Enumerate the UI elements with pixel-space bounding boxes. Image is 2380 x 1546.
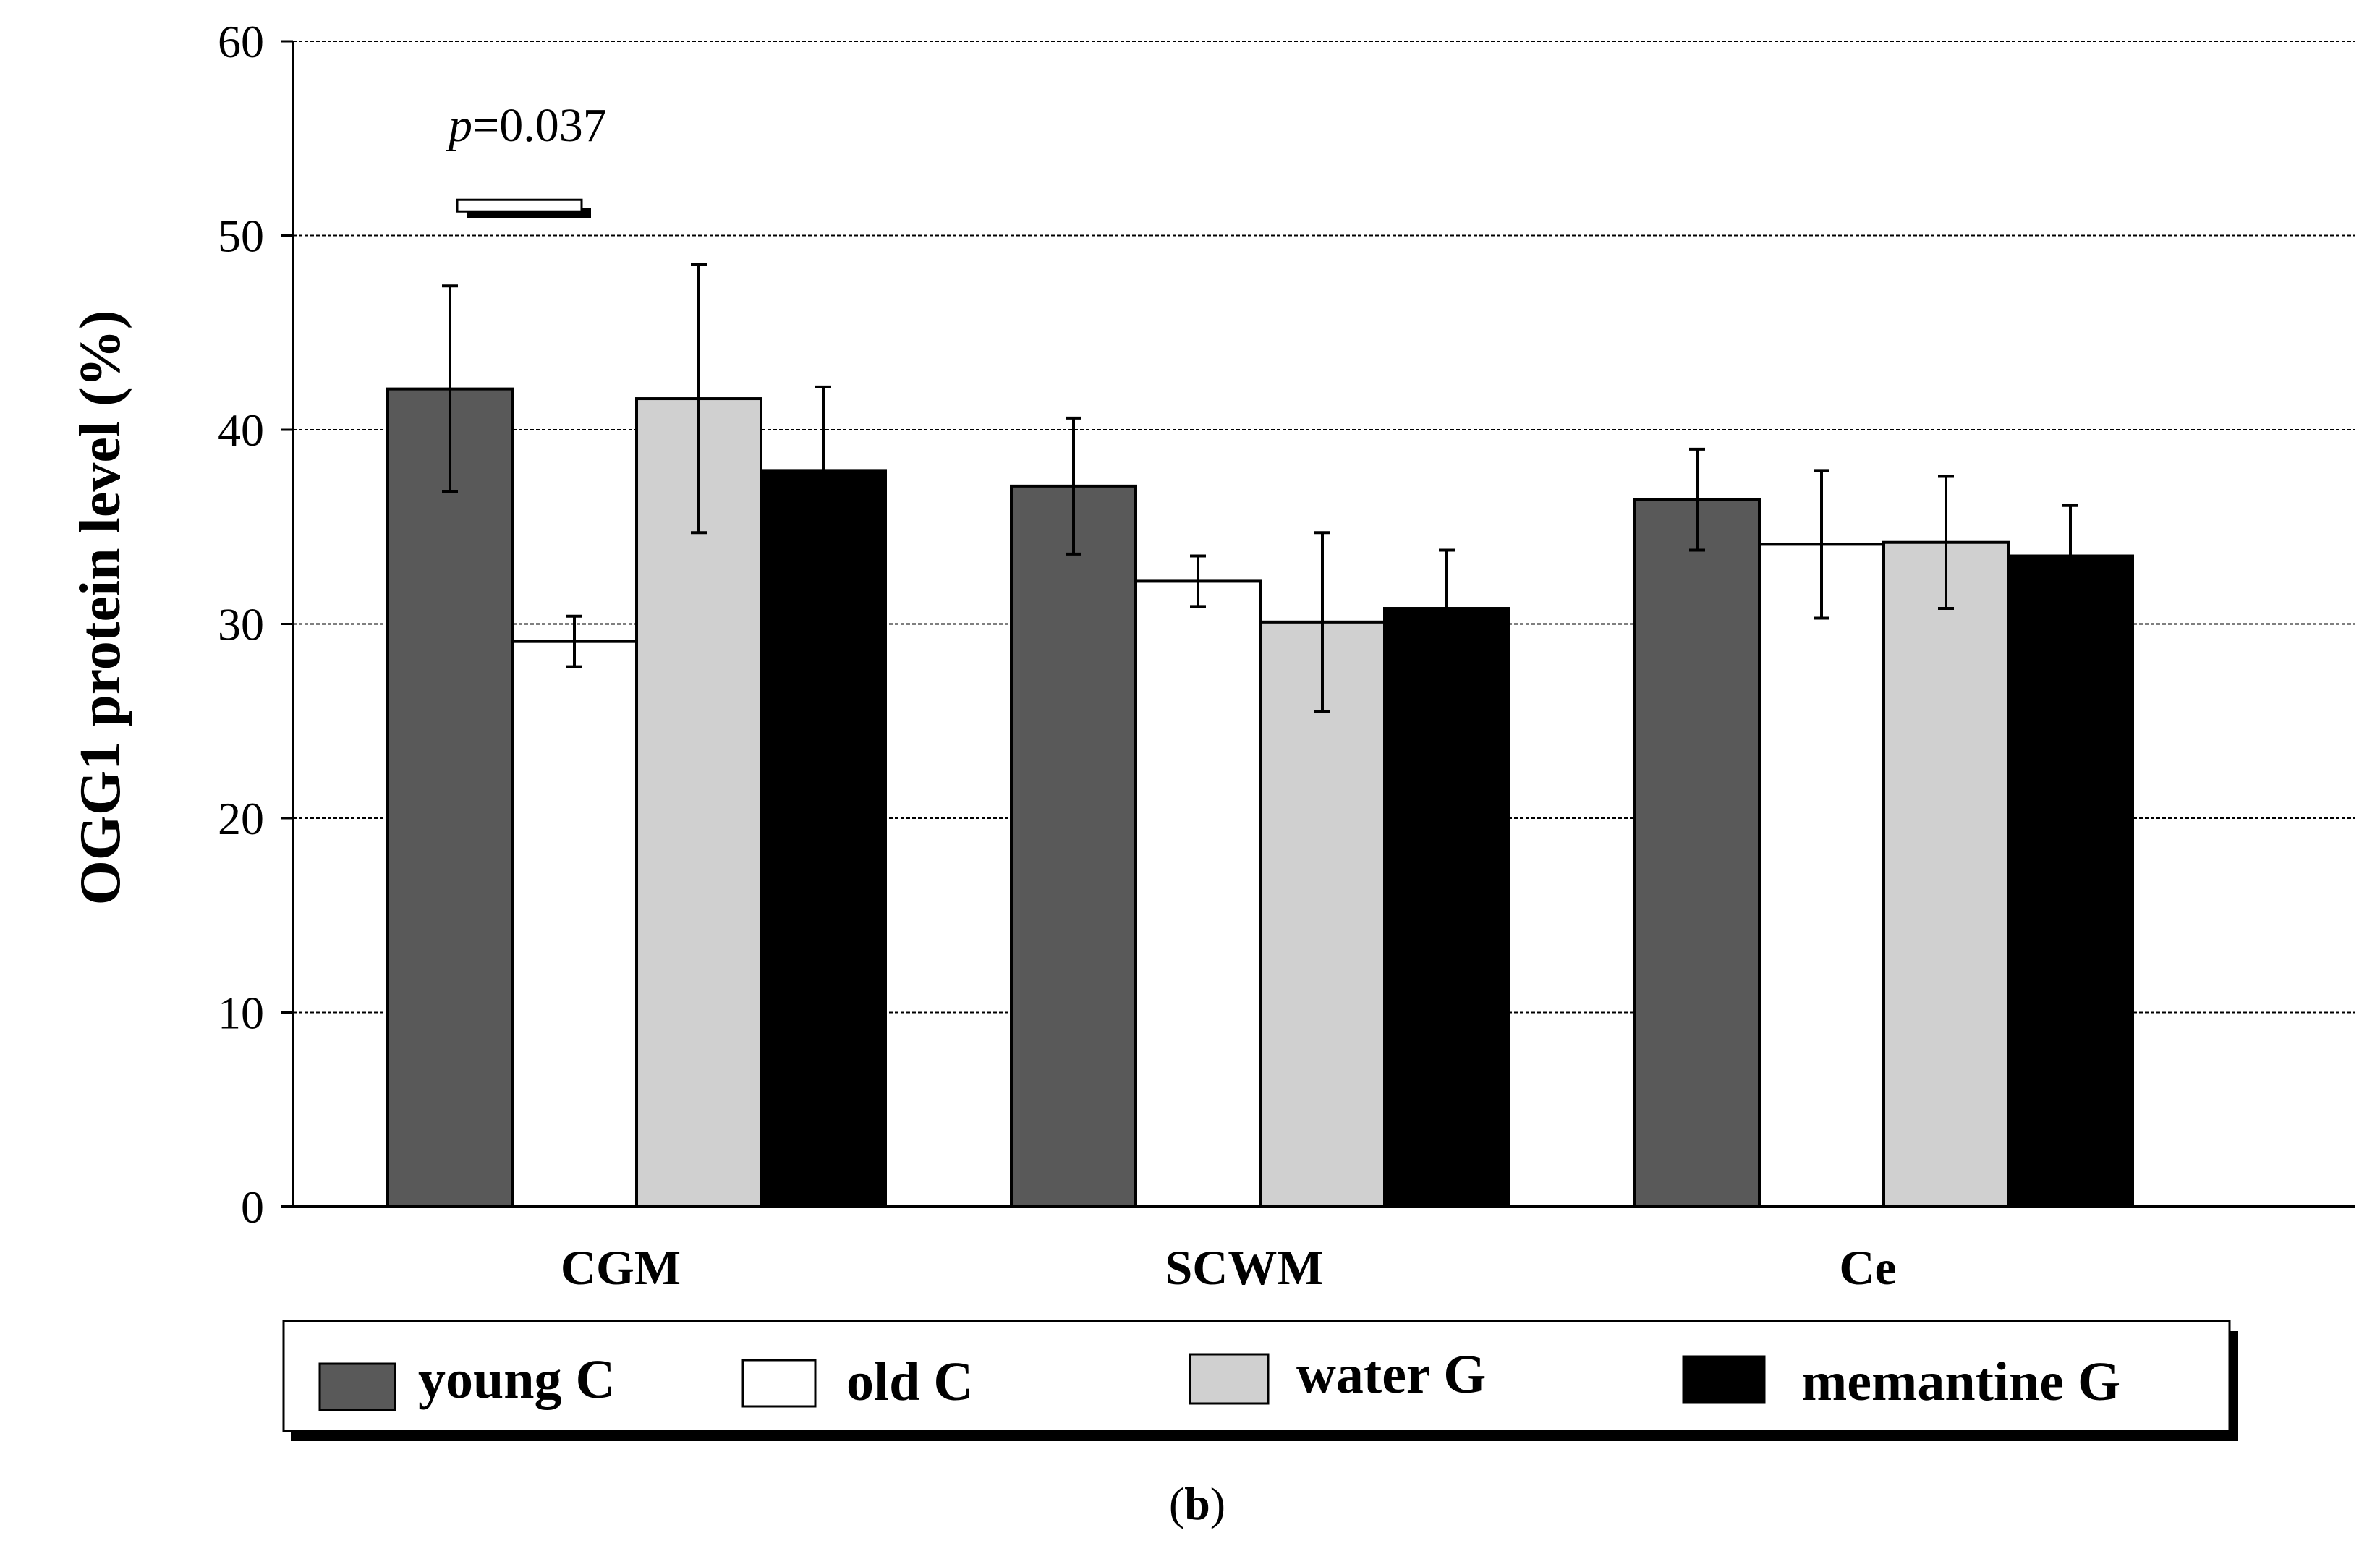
axes: 0 10 20 30 40 50 60 CGM SCWM Ce <box>218 16 2355 1295</box>
panel-label: (b) <box>1169 1478 1225 1529</box>
legend-swatch-memantine-g <box>1682 1355 1766 1404</box>
bar-cgm-old-c <box>511 640 638 1208</box>
legend-label-old-c: old C <box>846 1351 973 1412</box>
y-tick-label-30: 30 <box>218 599 264 650</box>
y-tick-label-20: 20 <box>218 793 264 844</box>
legend-swatch-water-g <box>1189 1353 1270 1405</box>
bar-scwm-memantine-g <box>1383 607 1510 1208</box>
bar-scwm-young-c <box>1010 484 1137 1208</box>
y-tick-label-0: 0 <box>241 1181 264 1233</box>
x-category-label-ce: Ce <box>1839 1240 1896 1295</box>
y-tick-label-40: 40 <box>218 404 264 456</box>
p-symbol: p <box>446 99 472 152</box>
legend-label-young-c: young C <box>418 1349 615 1410</box>
significance-bar <box>456 198 583 213</box>
legend-swatch-young-c <box>318 1362 396 1411</box>
y-tick-label-60: 60 <box>218 16 264 67</box>
legend: young C old C water G memantine G <box>282 1320 2238 1441</box>
bars <box>386 263 2134 1208</box>
p-value-label: p=0.037 <box>446 99 607 152</box>
p-value: =0.037 <box>472 99 607 152</box>
bar-ce-memantine-g <box>2007 554 2134 1208</box>
legend-label-memantine-g: memantine G <box>1801 1351 2120 1412</box>
legend-swatch-old-c <box>741 1359 817 1408</box>
significance-annotation: p=0.037 <box>446 99 607 218</box>
bar-cgm-memantine-g <box>760 469 887 1208</box>
bar-cgm-young-c <box>386 387 514 1208</box>
y-tick-label-10: 10 <box>218 988 264 1039</box>
y-tick-label-50: 50 <box>218 211 264 262</box>
bar-ce-water-g <box>1882 540 2010 1208</box>
x-category-label-scwm: SCWM <box>1165 1240 1323 1295</box>
bar-ce-young-c <box>1633 498 1761 1208</box>
bar-ce-old-c <box>1758 543 1885 1208</box>
y-axis-title: OGG1 protein level (%) <box>69 310 132 906</box>
legend-label-water-g: water G <box>1296 1344 1486 1405</box>
x-category-label-cgm: CGM <box>561 1240 681 1295</box>
bar-scwm-old-c <box>1134 579 1262 1208</box>
